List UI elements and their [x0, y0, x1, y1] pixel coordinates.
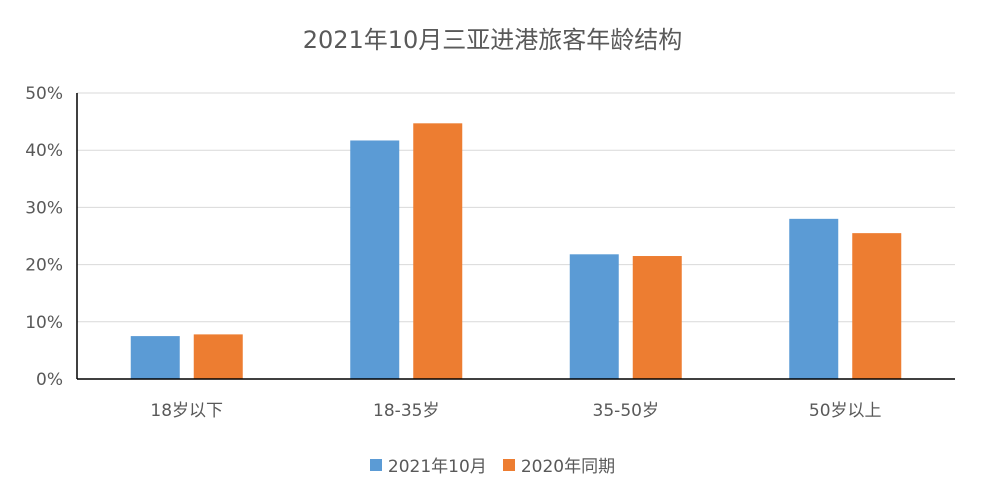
y-tick-label: 20% [25, 256, 63, 276]
axes [76, 93, 955, 380]
bars [130, 123, 902, 379]
legend: 2021年10月 2020年同期 [0, 452, 985, 477]
x-tick-label: 18岁以下 [150, 401, 223, 421]
bar-series-1 [350, 140, 400, 379]
bar-series-1 [569, 254, 619, 379]
bar-series-2 [852, 233, 902, 379]
bar-series-1 [130, 336, 180, 379]
legend-label-series-2: 2020年同期 [520, 457, 616, 477]
bar-series-2 [193, 334, 243, 379]
legend-label-series-1: 2021年10月 [387, 457, 487, 477]
y-tick-label: 50% [25, 84, 63, 104]
legend-swatch-series-2 [502, 458, 515, 471]
chart-title: 2021年10月三亚进港旅客年龄结构 [302, 26, 683, 54]
y-tick-label: 0% [36, 370, 63, 390]
y-tick-label: 30% [25, 198, 63, 218]
legend-swatch-series-1 [369, 458, 382, 471]
legend-item-series-2[interactable]: 2020年同期 [502, 452, 616, 477]
bar-series-1 [789, 218, 839, 379]
y-tick-label: 40% [25, 141, 63, 161]
x-tick-label: 18-35岁 [373, 401, 439, 421]
bar-series-2 [632, 256, 682, 379]
y-tick-label: 10% [25, 313, 63, 333]
x-tick-label: 35-50岁 [593, 401, 659, 421]
legend-item-series-1[interactable]: 2021年10月 [369, 452, 487, 477]
axis-labels: 0% 10% 20% 30% 40% 50% 18岁以下 18-35岁 35-50岁 50岁以上 [25, 84, 881, 421]
x-tick-label: 50岁以上 [809, 401, 882, 421]
bar-series-2 [413, 123, 463, 379]
